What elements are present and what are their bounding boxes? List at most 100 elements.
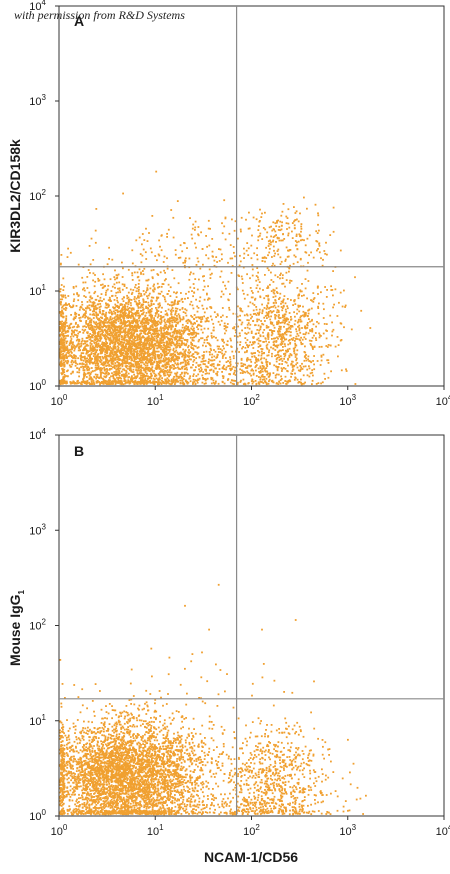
- scatter-point: [164, 346, 167, 349]
- scatter-point: [121, 309, 124, 312]
- scatter-point: [132, 329, 135, 332]
- scatter-point: [125, 366, 128, 369]
- scatter-point: [302, 374, 305, 377]
- scatter-point: [155, 327, 157, 330]
- scatter-point: [117, 301, 119, 304]
- scatter-point: [157, 306, 160, 309]
- scatter-point: [139, 295, 142, 298]
- scatter-point: [97, 318, 99, 321]
- scatter-point: [118, 343, 121, 345]
- scatter-point: [105, 376, 107, 378]
- scatter-point: [80, 320, 82, 322]
- scatter-point: [122, 359, 124, 361]
- scatter-point: [166, 380, 169, 383]
- scatter-point: [119, 325, 122, 328]
- scatter-point: [64, 324, 67, 326]
- scatter-point: [273, 330, 276, 332]
- scatter-point: [281, 316, 284, 319]
- scatter-point: [106, 329, 108, 332]
- scatter-point: [121, 363, 124, 365]
- scatter-point: [153, 338, 156, 340]
- scatter-point: [189, 321, 192, 323]
- scatter-point: [188, 328, 190, 331]
- scatter-point: [68, 364, 71, 367]
- scatter-point: [162, 351, 165, 354]
- scatter-point: [296, 287, 299, 289]
- scatter-point: [165, 381, 168, 384]
- scatter-point: [86, 332, 89, 334]
- scatter-point: [65, 380, 68, 383]
- scatter-point: [121, 307, 123, 310]
- scatter-point: [98, 319, 101, 321]
- scatter-point: [131, 325, 133, 327]
- scatter-point: [62, 378, 64, 381]
- scatter-point: [294, 255, 297, 258]
- scatter-point: [128, 362, 130, 365]
- scatter-point: [143, 375, 145, 378]
- scatter-point: [189, 332, 192, 335]
- scatter-point: [159, 337, 162, 340]
- scatter-point: [90, 323, 92, 326]
- scatter-point: [133, 354, 136, 356]
- scatter-point: [149, 308, 152, 311]
- scatter-point: [162, 336, 165, 339]
- scatter-point: [79, 316, 82, 319]
- scatter-point: [142, 352, 145, 355]
- scatter-point: [174, 307, 177, 310]
- scatter-point: [246, 313, 248, 316]
- scatter-point: [82, 367, 85, 370]
- scatter-point: [119, 304, 122, 306]
- scatter-point: [109, 357, 112, 360]
- scatter-point: [163, 325, 166, 328]
- scatter-point: [110, 310, 113, 313]
- scatter-point: [169, 324, 172, 327]
- scatter-point: [162, 327, 165, 330]
- scatter-point: [82, 377, 85, 379]
- scatter-point: [158, 366, 161, 369]
- scatter-point: [135, 346, 138, 349]
- scatter-point: [165, 335, 168, 338]
- scatter-point: [89, 336, 92, 338]
- scatter-point: [206, 307, 208, 310]
- scatter-point: [175, 346, 178, 349]
- scatter-point: [97, 333, 100, 336]
- scatter-point: [317, 305, 319, 308]
- scatter-point: [266, 361, 269, 363]
- scatter-point: [111, 340, 114, 343]
- scatter-point: [304, 345, 306, 348]
- scatter-point: [132, 308, 135, 311]
- scatter-point: [171, 353, 174, 355]
- scatter-point: [142, 374, 144, 377]
- scatter-point: [188, 330, 191, 332]
- scatter-point: [138, 351, 141, 353]
- scatter-point: [85, 351, 88, 353]
- scatter-point: [108, 377, 111, 379]
- scatter-point: [280, 378, 283, 380]
- scatter-point: [117, 345, 119, 348]
- scatter-point: [274, 314, 276, 316]
- scatter-point: [64, 381, 67, 384]
- scatter-point: [262, 341, 265, 343]
- scatter-point: [63, 374, 66, 376]
- scatter-point: [74, 313, 76, 316]
- scatter-point: [194, 379, 197, 381]
- scatter-point: [69, 326, 72, 329]
- scatter-point: [154, 375, 156, 378]
- scatter-point: [124, 334, 127, 337]
- scatter-point: [279, 263, 282, 265]
- scatter-point: [121, 276, 124, 278]
- scatter-point: [159, 323, 162, 325]
- scatter-point: [67, 360, 70, 363]
- scatter-point: [114, 371, 117, 373]
- scatter-point: [228, 308, 231, 311]
- scatter-point: [231, 382, 234, 385]
- scatter-point: [157, 313, 160, 316]
- scatter-point: [301, 314, 304, 317]
- scatter-point: [146, 297, 149, 300]
- scatter-point: [153, 351, 156, 354]
- scatter-point: [257, 332, 260, 334]
- scatter-point: [142, 299, 145, 301]
- scatter-point: [106, 288, 109, 291]
- scatter-point: [298, 294, 300, 297]
- scatter-point: [85, 337, 88, 339]
